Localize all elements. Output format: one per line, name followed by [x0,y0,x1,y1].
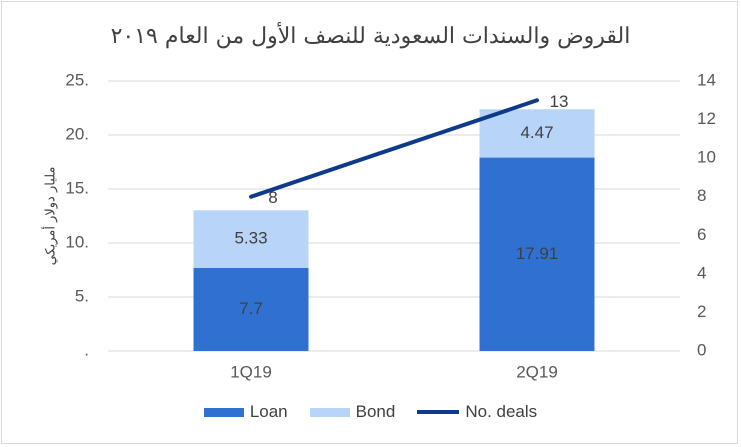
y2-tick-label: 12 [697,109,716,128]
y2-tick-label: 8 [697,186,706,205]
data-label: 17.91 [516,244,559,263]
data-label: 7.7 [239,299,263,318]
bar-loan [193,267,309,351]
chart-title: القروض والسندات السعودية للنصف الأول من … [110,24,631,49]
legend-swatch-deals [417,410,460,414]
y-tick-label: . [84,340,89,359]
legend-item-loan: Loan [203,402,288,422]
x-tick-label: 2Q19 [516,362,558,381]
y2-tick-label: 6 [697,225,706,244]
bar-loan [479,157,595,351]
legend-swatch-loan [203,407,244,417]
y-tick-label: 10. [65,232,89,251]
legend-label-loan: Loan [249,402,288,421]
bar-bond [479,109,595,158]
y2-tick-label: 10 [697,148,716,167]
legend-swatch-bond [309,407,350,417]
y-tick-label: 5. [75,286,89,305]
line-data-label: 8 [268,188,277,207]
bar-bond [193,210,309,268]
y-axis-title: مليار دولار أمريكي [42,167,59,266]
legend-label-deals: No. deals [465,402,538,421]
y2-tick-label: 14 [697,70,716,89]
legend: Loan Bond No. deals [0,402,741,422]
legend-label-bond: Bond [355,402,396,421]
x-tick-label: 1Q19 [230,362,272,381]
data-label: 4.47 [520,123,553,142]
y2-tick-label: 2 [697,302,706,321]
y-tick-label: 15. [65,178,89,197]
data-label: 5.33 [234,229,267,248]
legend-item-bond: Bond [309,402,396,422]
y-tick-label: 25. [65,70,89,89]
y-tick-label: 20. [65,124,89,143]
y2-tick-label: 4 [697,263,706,282]
y2-tick-label: 0 [697,340,706,359]
line-series-deals [249,98,539,199]
line-data-label: 13 [550,92,569,111]
legend-item-deals: No. deals [417,402,537,422]
